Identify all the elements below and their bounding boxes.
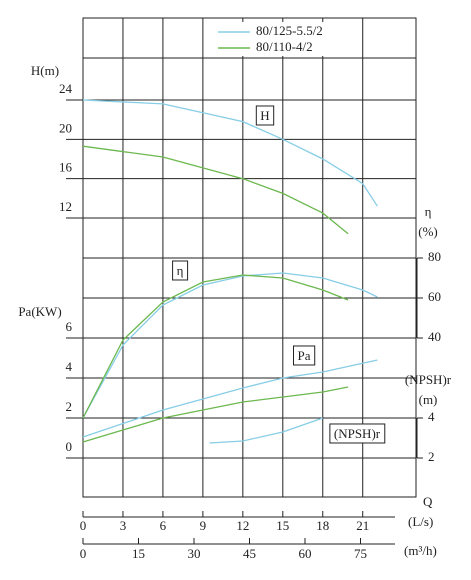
y-unit: (%) <box>418 224 438 239</box>
x-tick-label: 18 <box>316 518 329 533</box>
y-label: H(m) <box>31 63 59 78</box>
x-tick-label: 9 <box>200 518 207 533</box>
legend-label: 80/125-5.5/2 <box>256 23 323 38</box>
legend-box <box>212 22 362 56</box>
curve <box>82 145 349 235</box>
x-tick-label: 21 <box>356 518 369 533</box>
x2-tick-label: 0 <box>80 546 87 561</box>
y-tick-label: 2 <box>66 399 73 414</box>
x2-tick-label: 30 <box>188 546 201 561</box>
x-tick-label: 0 <box>80 518 87 533</box>
x-tick-label: 15 <box>276 518 289 533</box>
curve <box>82 272 378 419</box>
x2-tick-label: 15 <box>132 546 145 561</box>
y-tick-label: 24 <box>59 81 73 96</box>
y-tick-label: 0 <box>66 439 73 454</box>
y-label: Pa(KW) <box>18 304 61 319</box>
curve <box>82 359 378 438</box>
curve <box>82 386 349 443</box>
curve-label: (NPSH)r <box>334 426 381 441</box>
x-tick-label: 3 <box>120 518 127 533</box>
curve-label: H <box>260 108 269 123</box>
legend-label: 80/110-4/2 <box>256 39 313 54</box>
y-tick-label: 6 <box>66 319 73 334</box>
y-tick-label: 12 <box>59 199 72 214</box>
curve-label: η <box>177 263 184 278</box>
curve-label-box <box>293 345 316 366</box>
curve-label: Pa <box>298 348 311 363</box>
curve-label-box <box>172 260 189 281</box>
curve <box>82 99 378 207</box>
y-tick-label: 16 <box>59 160 73 175</box>
y-tick-label: 2 <box>428 449 435 464</box>
x2-tick-label: 75 <box>354 546 367 561</box>
y-tick-label: 20 <box>59 120 72 135</box>
x2-tick-label: 60 <box>299 546 312 561</box>
x-unit: (L/s) <box>408 514 433 529</box>
curve <box>209 417 324 444</box>
y-label: (NPSH)r <box>405 372 452 387</box>
curve-label-box <box>329 423 386 444</box>
x-label: Q <box>423 494 433 509</box>
y-tick-label: 80 <box>428 249 441 264</box>
y-tick-label: 4 <box>428 409 435 424</box>
y-unit: (m) <box>419 392 438 407</box>
x-tick-label: 12 <box>236 518 249 533</box>
x2-tick-label: 45 <box>243 546 256 561</box>
y-label: η <box>425 204 432 219</box>
y-tick-label: 4 <box>66 359 73 374</box>
curve <box>82 274 349 419</box>
x2-unit: (m³/h) <box>404 543 437 558</box>
y-tick-label: 60 <box>428 289 441 304</box>
x-tick-label: 6 <box>160 518 167 533</box>
y-tick-label: 40 <box>428 329 441 344</box>
curve-label-box <box>255 105 275 126</box>
